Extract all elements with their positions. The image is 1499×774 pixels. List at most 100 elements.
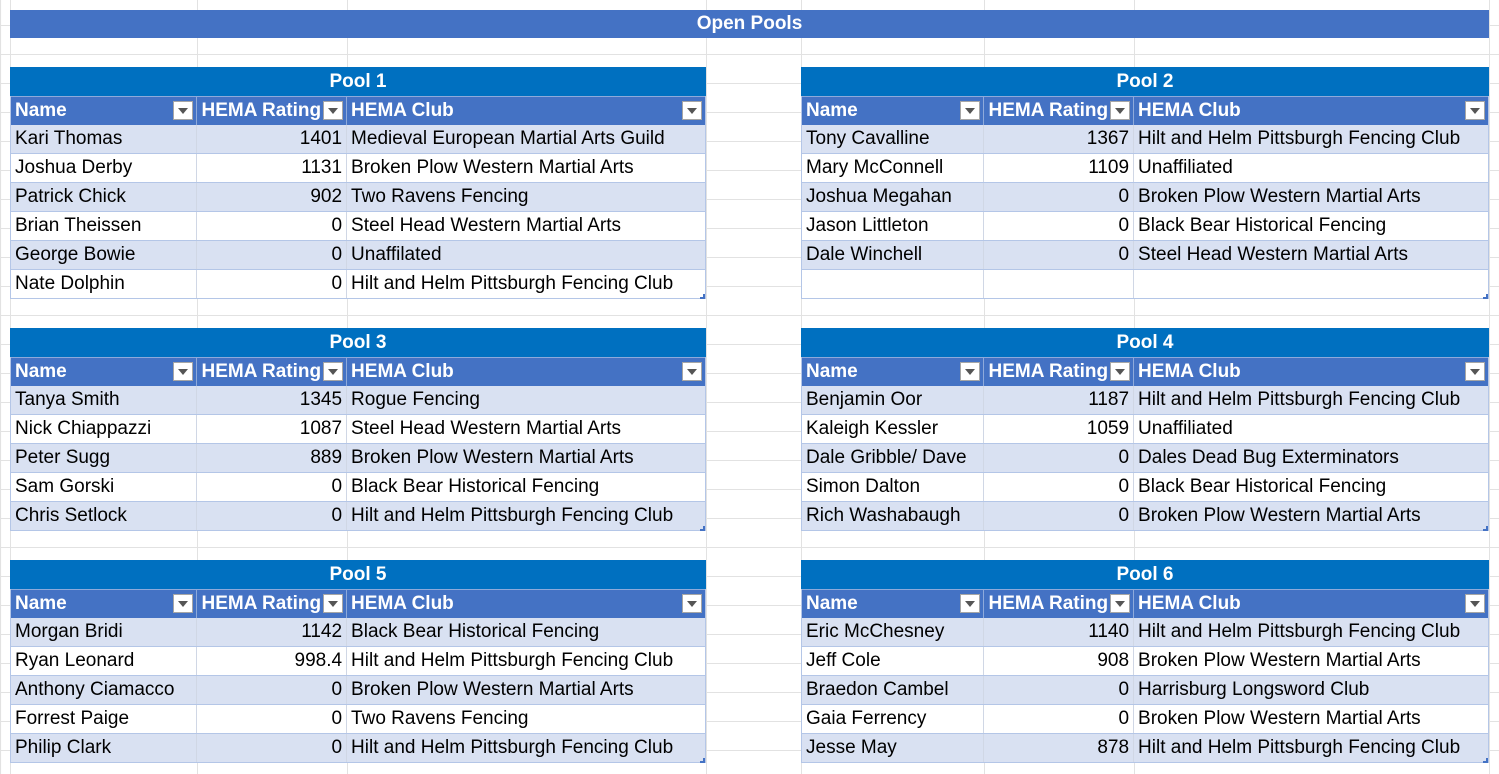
cell-name[interactable] (802, 270, 985, 298)
cell-club[interactable]: Hilt and Helm Pittsburgh Fencing Club (351, 650, 674, 671)
filter-dropdown-icon[interactable] (960, 594, 981, 613)
filter-dropdown-icon[interactable] (682, 362, 702, 381)
filter-dropdown-icon[interactable] (173, 101, 194, 120)
column-header-name[interactable]: Name (11, 358, 198, 386)
filter-dropdown-icon[interactable] (682, 594, 702, 613)
cell-rating[interactable] (984, 270, 1135, 298)
cell-club[interactable]: Hilt and Helm Pittsburgh Fencing Club (1138, 389, 1461, 410)
cell-name[interactable]: George Bowie (11, 241, 198, 269)
cell-club[interactable]: Broken Plow Western Martial Arts (1138, 505, 1421, 526)
filter-dropdown-icon[interactable] (323, 362, 344, 381)
cell-club[interactable]: Broken Plow Western Martial Arts (351, 679, 634, 700)
cell-rating[interactable]: 1109 (984, 154, 1135, 182)
cell-name[interactable]: Kaleigh Kessler (802, 415, 985, 443)
cell-name[interactable]: Philip Clark (11, 734, 198, 762)
cell-club[interactable]: Dales Dead Bug Exterminators (1138, 447, 1399, 468)
cell-name[interactable]: Dale Gribble/ Dave (802, 444, 985, 472)
column-header-club[interactable]: HEMA Club (1134, 97, 1488, 125)
cell-rating[interactable]: 0 (984, 183, 1135, 211)
cell-rating[interactable]: 0 (197, 473, 348, 501)
column-header-club[interactable]: HEMA Club (1134, 590, 1488, 618)
cell-rating[interactable]: 0 (984, 212, 1135, 240)
table-resize-handle[interactable] (1483, 526, 1488, 531)
cell-club[interactable]: Hilt and Helm Pittsburgh Fencing Club (351, 273, 674, 294)
cell-rating[interactable]: 0 (984, 473, 1135, 501)
cell-club[interactable]: Hilt and Helm Pittsburgh Fencing Club (351, 505, 674, 526)
cell-name[interactable]: Morgan Bridi (11, 618, 198, 646)
column-header-rating[interactable]: HEMA Rating (984, 358, 1135, 386)
cell-name[interactable]: Tony Cavalline (802, 125, 985, 153)
column-header-club[interactable]: HEMA Club (1134, 358, 1488, 386)
cell-club[interactable]: Steel Head Western Martial Arts (351, 418, 622, 439)
table-resize-handle[interactable] (700, 526, 705, 531)
filter-dropdown-icon[interactable] (1110, 101, 1131, 120)
cell-club[interactable]: Unaffiliated (1138, 418, 1233, 439)
cell-club[interactable]: Broken Plow Western Martial Arts (351, 157, 634, 178)
cell-club[interactable]: Rogue Fencing (351, 389, 480, 410)
cell-club[interactable]: Steel Head Western Martial Arts (1138, 244, 1409, 265)
column-header-club[interactable]: HEMA Club (347, 590, 705, 618)
filter-dropdown-icon[interactable] (1465, 101, 1485, 120)
column-header-name[interactable]: Name (802, 358, 985, 386)
cell-rating[interactable]: 0 (197, 676, 348, 704)
cell-rating[interactable]: 0 (984, 502, 1135, 530)
column-header-name[interactable]: Name (802, 97, 985, 125)
cell-rating[interactable]: 0 (984, 444, 1135, 472)
cell-name[interactable]: Kari Thomas (11, 125, 198, 153)
cell-club[interactable] (1134, 270, 1488, 298)
cell-name[interactable]: Chris Setlock (11, 502, 198, 530)
cell-rating[interactable]: 902 (197, 183, 348, 211)
cell-club[interactable]: Two Ravens Fencing (351, 708, 529, 729)
cell-rating[interactable]: 1367 (984, 125, 1135, 153)
filter-dropdown-icon[interactable] (1465, 362, 1485, 381)
column-header-rating[interactable]: HEMA Rating (984, 590, 1135, 618)
filter-dropdown-icon[interactable] (1110, 594, 1131, 613)
cell-rating[interactable]: 1345 (197, 386, 348, 414)
cell-club[interactable]: Black Bear Historical Fencing (351, 621, 600, 642)
column-header-rating[interactable]: HEMA Rating (984, 97, 1135, 125)
column-header-club[interactable]: HEMA Club (347, 97, 705, 125)
cell-club[interactable]: Harrisburg Longsword Club (1138, 679, 1370, 700)
cell-rating[interactable]: 908 (984, 647, 1135, 675)
cell-name[interactable]: Nate Dolphin (11, 270, 198, 298)
cell-rating[interactable]: 0 (984, 676, 1135, 704)
cell-name[interactable]: Joshua Derby (11, 154, 198, 182)
column-header-rating[interactable]: HEMA Rating (197, 97, 348, 125)
cell-club[interactable]: Hilt and Helm Pittsburgh Fencing Club (351, 737, 674, 758)
column-header-name[interactable]: Name (11, 97, 198, 125)
column-header-rating[interactable]: HEMA Rating (197, 358, 348, 386)
cell-name[interactable]: Dale Winchell (802, 241, 985, 269)
cell-rating[interactable]: 1142 (197, 618, 348, 646)
cell-name[interactable]: Patrick Chick (11, 183, 198, 211)
cell-club[interactable]: Hilt and Helm Pittsburgh Fencing Club (1138, 621, 1461, 642)
cell-name[interactable]: Brian Theissen (11, 212, 198, 240)
filter-dropdown-icon[interactable] (960, 101, 981, 120)
cell-club[interactable]: Unaffiliated (1138, 157, 1233, 178)
column-header-name[interactable]: Name (11, 590, 198, 618)
cell-name[interactable]: Sam Gorski (11, 473, 198, 501)
cell-club[interactable]: Medieval European Martial Arts Guild (351, 128, 665, 149)
cell-name[interactable]: Gaia Ferrency (802, 705, 985, 733)
cell-name[interactable]: Braedon Cambel (802, 676, 985, 704)
cell-club[interactable]: Steel Head Western Martial Arts (351, 215, 622, 236)
cell-rating[interactable]: 1087 (197, 415, 348, 443)
filter-dropdown-icon[interactable] (323, 101, 344, 120)
table-resize-handle[interactable] (1483, 758, 1488, 763)
cell-rating[interactable]: 1140 (984, 618, 1135, 646)
cell-name[interactable]: Jesse May (802, 734, 985, 762)
cell-name[interactable]: Benjamin Oor (802, 386, 985, 414)
cell-rating[interactable]: 878 (984, 734, 1135, 762)
cell-name[interactable]: Jason Littleton (802, 212, 985, 240)
cell-rating[interactable]: 0 (197, 212, 348, 240)
cell-club[interactable]: Broken Plow Western Martial Arts (1138, 186, 1421, 207)
filter-dropdown-icon[interactable] (1465, 594, 1485, 613)
table-resize-handle[interactable] (700, 294, 705, 299)
cell-club[interactable]: Broken Plow Western Martial Arts (351, 447, 634, 468)
cell-name[interactable]: Forrest Paige (11, 705, 198, 733)
filter-dropdown-icon[interactable] (1110, 362, 1131, 381)
table-resize-handle[interactable] (700, 758, 705, 763)
cell-club[interactable]: Black Bear Historical Fencing (1138, 215, 1387, 236)
cell-rating[interactable]: 0 (984, 241, 1135, 269)
filter-dropdown-icon[interactable] (960, 362, 981, 381)
cell-rating[interactable]: 998.4 (197, 647, 348, 675)
